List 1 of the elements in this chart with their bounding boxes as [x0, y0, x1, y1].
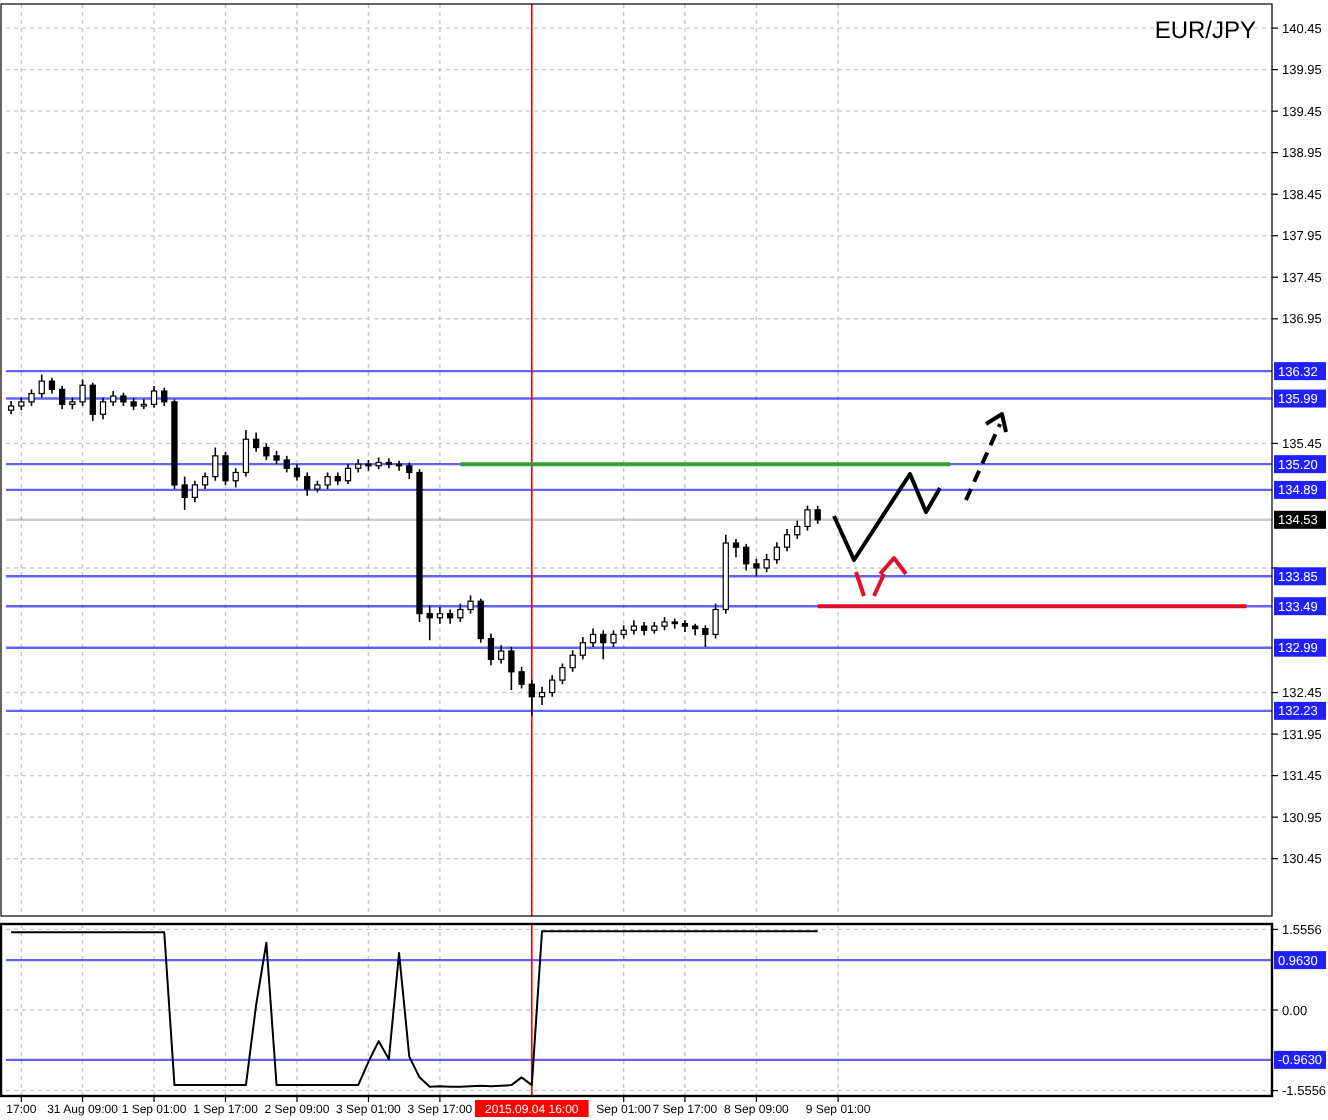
text: EUR/JPY [1154, 16, 1256, 44]
